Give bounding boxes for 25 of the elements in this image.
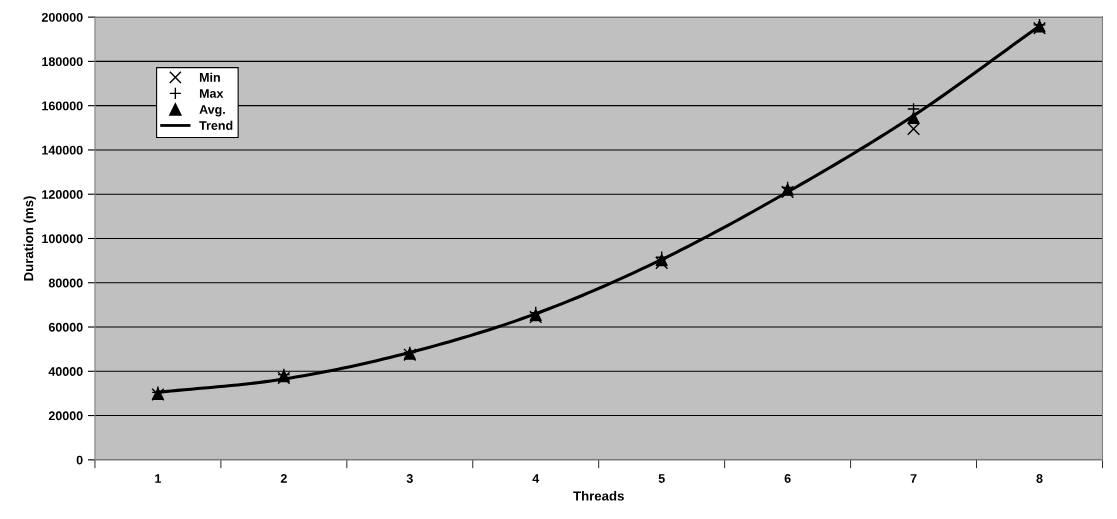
x-tick-label: 8 [1036, 474, 1043, 483]
y-tick-label: 80000 [48, 278, 83, 288]
y-tick-label: 200000 [41, 12, 83, 22]
legend-label: Min [199, 72, 220, 82]
x-tick-label: 4 [532, 474, 540, 483]
y-tick-label: 120000 [42, 190, 83, 199]
y-tick-label: 180000 [42, 57, 83, 67]
y-tick-label: 40000 [48, 367, 83, 376]
x-tick-label: 7 [910, 474, 917, 483]
legend-label: Max [199, 89, 224, 98]
x-tick-label: 6 [784, 474, 791, 483]
x-tick-label: 5 [658, 474, 665, 483]
x-tick-label: 3 [406, 474, 413, 483]
y-tick-label: 0 [76, 455, 83, 465]
y-axis-title: Duration (ms) [23, 196, 36, 281]
y-tick-label: 160000 [42, 101, 83, 111]
y-tick-label: 100000 [42, 234, 83, 244]
x-tick-label: 2 [280, 474, 287, 483]
y-tick-label: 60000 [48, 322, 83, 332]
y-tick-label: 20000 [48, 411, 83, 421]
legend-label: Avg. [199, 105, 225, 117]
y-tick-label: 140000 [42, 145, 83, 155]
legend-label: Trend [199, 120, 233, 130]
x-tick-label: 1 [155, 474, 162, 483]
x-axis-title: Threads [573, 490, 624, 501]
